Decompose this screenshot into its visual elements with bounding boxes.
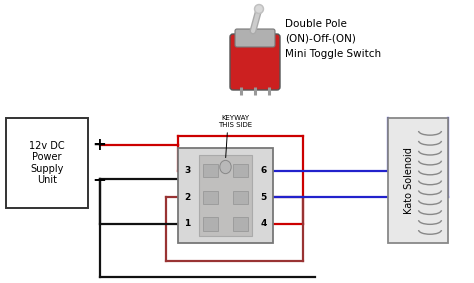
Ellipse shape bbox=[220, 160, 231, 174]
Text: 12v DC
Power
Supply
Unit: 12v DC Power Supply Unit bbox=[29, 141, 65, 185]
Text: Kato Solenoid: Kato Solenoid bbox=[404, 147, 414, 214]
Text: Double Pole
(ON)-Off-(ON)
Mini Toggle Switch: Double Pole (ON)-Off-(ON) Mini Toggle Sw… bbox=[285, 19, 381, 59]
Bar bbox=[199, 155, 252, 236]
Bar bbox=[203, 191, 218, 204]
Bar bbox=[233, 164, 248, 177]
Bar bbox=[203, 217, 218, 231]
Text: 4: 4 bbox=[260, 220, 267, 228]
Text: 2: 2 bbox=[184, 193, 191, 202]
FancyBboxPatch shape bbox=[230, 34, 280, 90]
Circle shape bbox=[255, 5, 264, 14]
Text: KEYWAY
THIS SIDE: KEYWAY THIS SIDE bbox=[219, 115, 253, 128]
Text: 3: 3 bbox=[184, 166, 191, 175]
Bar bbox=[233, 217, 248, 231]
Bar bbox=[233, 191, 248, 204]
Text: 1: 1 bbox=[184, 220, 191, 228]
Circle shape bbox=[256, 6, 262, 12]
Bar bbox=[388, 118, 448, 243]
Text: −: − bbox=[92, 170, 106, 188]
Bar bbox=[6, 118, 88, 208]
Text: 5: 5 bbox=[260, 193, 266, 202]
FancyBboxPatch shape bbox=[235, 29, 275, 47]
Text: +: + bbox=[92, 136, 106, 154]
Bar bbox=[178, 148, 273, 243]
Bar bbox=[203, 164, 218, 177]
Text: 6: 6 bbox=[260, 166, 266, 175]
